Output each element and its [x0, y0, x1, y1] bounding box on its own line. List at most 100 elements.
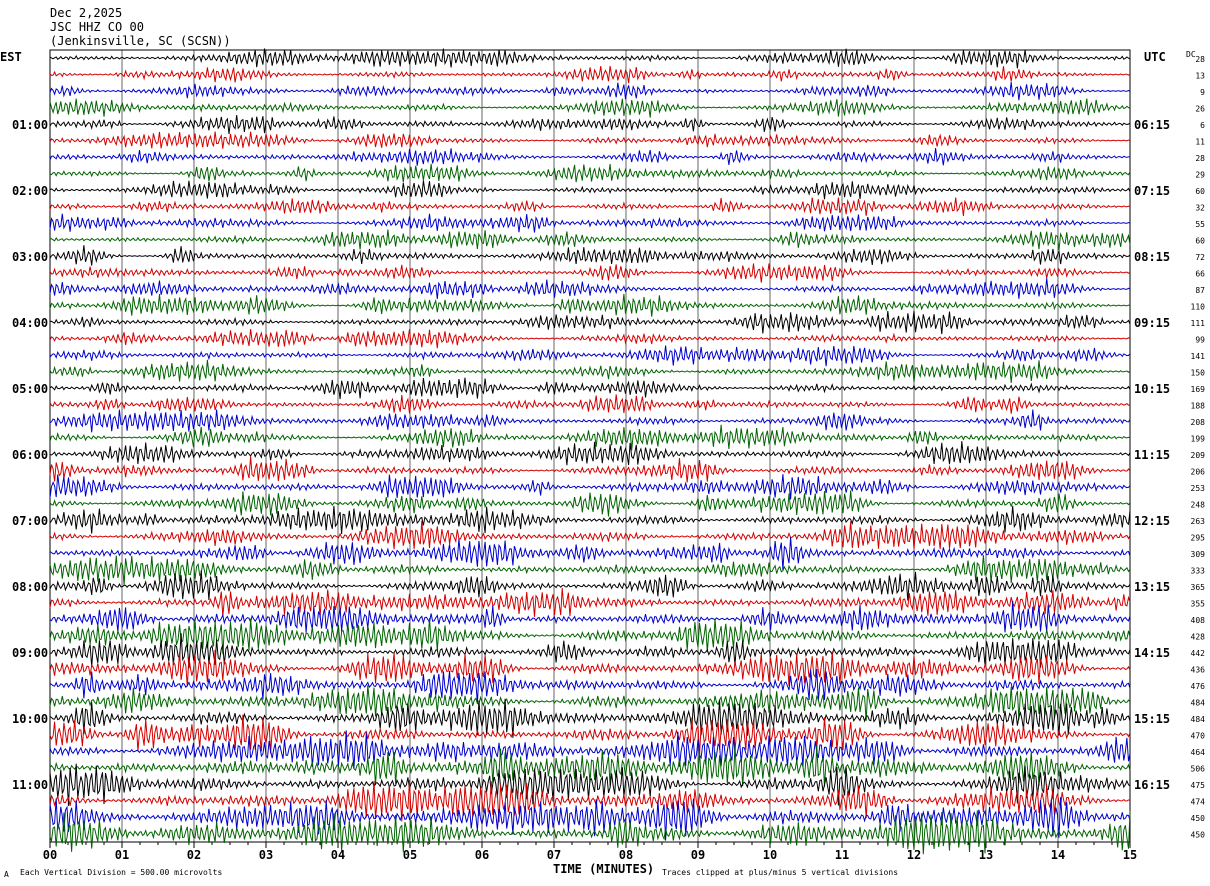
corner-mark: A: [4, 870, 9, 879]
seismic-trace: [49, 197, 1131, 217]
seismic-trace: [49, 780, 1131, 823]
dc-offset-label: 436: [1191, 666, 1206, 675]
x-tick-label: 02: [187, 848, 201, 862]
right-hour-label: 07:15: [1134, 184, 1170, 198]
dc-offset-label: 209: [1191, 451, 1206, 460]
seismic-trace: [49, 82, 1131, 101]
x-tick-label: 14: [1051, 848, 1065, 862]
left-hour-label: 03:00: [12, 250, 48, 264]
dc-offset-label: 26: [1195, 105, 1205, 114]
seismic-trace: [49, 278, 1131, 299]
dc-offset-label: 450: [1191, 831, 1206, 840]
dc-offset-label: 263: [1191, 517, 1206, 526]
right-hour-label: 14:15: [1134, 646, 1170, 660]
seismic-trace: [49, 536, 1131, 571]
seismic-trace: [49, 520, 1131, 550]
clip-note: Traces clipped at plus/minus 5 vertical …: [662, 868, 899, 877]
dc-offset-label: 506: [1191, 765, 1206, 774]
seismic-trace: [49, 213, 1131, 233]
left-hour-label: 08:00: [12, 580, 48, 594]
dc-offset-label: 464: [1191, 748, 1206, 757]
dc-offset-label: 484: [1191, 715, 1206, 724]
dc-offset-label: 295: [1191, 534, 1206, 543]
left-hour-label: 09:00: [12, 646, 48, 660]
x-tick-label: 03: [259, 848, 273, 862]
dc-offset-label: 72: [1195, 253, 1205, 262]
dc-offset-label: 13: [1195, 72, 1205, 81]
left-hour-label: 10:00: [12, 712, 48, 726]
seismic-trace: [49, 163, 1131, 183]
right-hour-label: 08:15: [1134, 250, 1170, 264]
right-hour-label: 12:15: [1134, 514, 1170, 528]
dc-offset-label: 208: [1191, 418, 1206, 427]
dc-offset-label: 110: [1191, 303, 1206, 312]
dc-offset-label: 188: [1191, 402, 1206, 411]
seismic-trace: [49, 810, 1131, 855]
left-hour-label: 05:00: [12, 382, 48, 396]
seismic-trace: [49, 570, 1131, 601]
seismic-trace: [49, 714, 1131, 756]
x-tick-label: 10: [763, 848, 777, 862]
seismic-trace: [49, 441, 1131, 466]
seismic-trace: [49, 698, 1131, 738]
seismic-trace: [49, 424, 1131, 451]
x-axis-title: TIME (MINUTES): [553, 862, 655, 876]
left-hour-label: 02:00: [12, 184, 48, 198]
x-tick-label: 11: [835, 848, 849, 862]
dc-offset-label: 11: [1195, 138, 1205, 147]
dc-offset-label: 28: [1195, 55, 1205, 64]
seismic-trace: [49, 245, 1131, 266]
dc-offset-label: 55: [1195, 220, 1205, 229]
right-hour-label: 15:15: [1134, 712, 1170, 726]
dc-offset-label: 28: [1195, 154, 1205, 163]
seismic-trace: [50, 633, 1131, 669]
x-tick-label: 12: [907, 848, 921, 862]
seismic-trace: [49, 617, 1131, 655]
dc-offset-label: 29: [1195, 171, 1205, 180]
seismic-trace: [49, 310, 1131, 335]
seismic-trace: [49, 730, 1131, 769]
right-hour-label: 09:15: [1134, 316, 1170, 330]
dc-offset-label: 6: [1200, 121, 1205, 130]
scale-note: Each Vertical Division = 500.00 microvol…: [20, 868, 223, 877]
dc-offset-label: 470: [1191, 732, 1206, 741]
x-tick-label: 00: [43, 848, 57, 862]
x-tick-label: 07: [547, 848, 561, 862]
dc-offset-label: 355: [1191, 600, 1206, 609]
dc-offset-label: 474: [1191, 798, 1206, 807]
seismic-trace: [49, 409, 1131, 433]
date-label: Dec 2,2025: [50, 6, 123, 20]
dc-offset-label: 60: [1195, 187, 1205, 196]
seismic-trace: [49, 345, 1131, 367]
seismic-trace: [49, 359, 1131, 383]
x-tick-label: 15: [1123, 848, 1137, 862]
dc-offset-label: 141: [1191, 352, 1206, 361]
dc-offset-label: 9: [1200, 88, 1205, 97]
dc-offset-label: 206: [1191, 468, 1206, 477]
dc-offset-label: 476: [1191, 682, 1206, 691]
seismic-trace: [49, 668, 1131, 704]
seismic-trace: [49, 377, 1131, 400]
seismic-trace: [49, 131, 1131, 149]
x-tick-label: 13: [979, 848, 993, 862]
seismic-trace: [49, 65, 1131, 84]
x-tick-label: 05: [403, 848, 417, 862]
right-hour-label: 10:15: [1134, 382, 1170, 396]
seismic-trace: [49, 328, 1131, 349]
seismic-trace: [49, 474, 1131, 500]
dc-offset-label: 60: [1195, 237, 1205, 246]
x-tick-label: 04: [331, 848, 345, 862]
location-label: (Jenkinsville, SC (SCSN)): [50, 34, 231, 48]
dc-offset-label: 248: [1191, 501, 1206, 510]
dc-offset-label: 199: [1191, 435, 1206, 444]
x-tick-label: 06: [475, 848, 489, 862]
left-hour-label: 07:00: [12, 514, 48, 528]
right-hour-label: 16:15: [1134, 778, 1170, 792]
dc-offset-label: 484: [1191, 699, 1206, 708]
seismic-trace: [49, 229, 1131, 251]
seismic-trace: [49, 180, 1131, 200]
left-hour-label: 04:00: [12, 316, 48, 330]
seismic-trace: [49, 685, 1131, 721]
dc-offset-label: 365: [1191, 583, 1206, 592]
right-timezone-label: UTC: [1144, 50, 1166, 64]
